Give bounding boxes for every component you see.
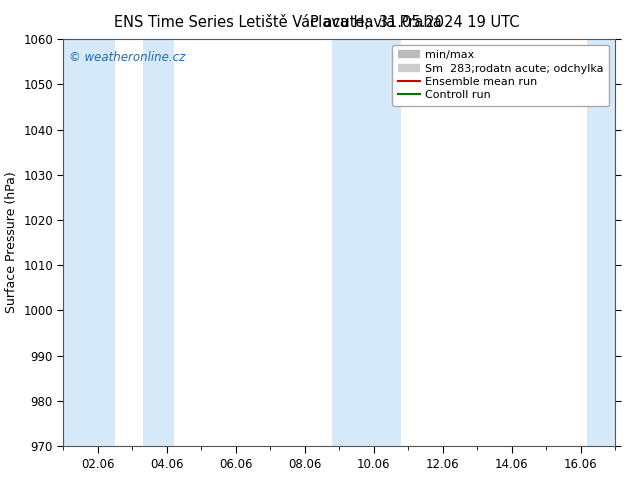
Legend: min/max, Sm  283;rodatn acute; odchylka, Ensemble mean run, Controll run: min/max, Sm 283;rodatn acute; odchylka, … [392,45,609,106]
Bar [143,39,174,446]
Text: P acute;. 31.05.2024 19 UTC: P acute;. 31.05.2024 19 UTC [311,15,520,30]
Bar [587,39,615,446]
Text: © weatheronline.cz: © weatheronline.cz [69,51,185,64]
Text: ENS Time Series Letiště Václava Havla Praha: ENS Time Series Letiště Václava Havla Pr… [114,15,442,30]
Bar [332,39,401,446]
Bar [63,39,115,446]
Y-axis label: Surface Pressure (hPa): Surface Pressure (hPa) [4,172,18,314]
